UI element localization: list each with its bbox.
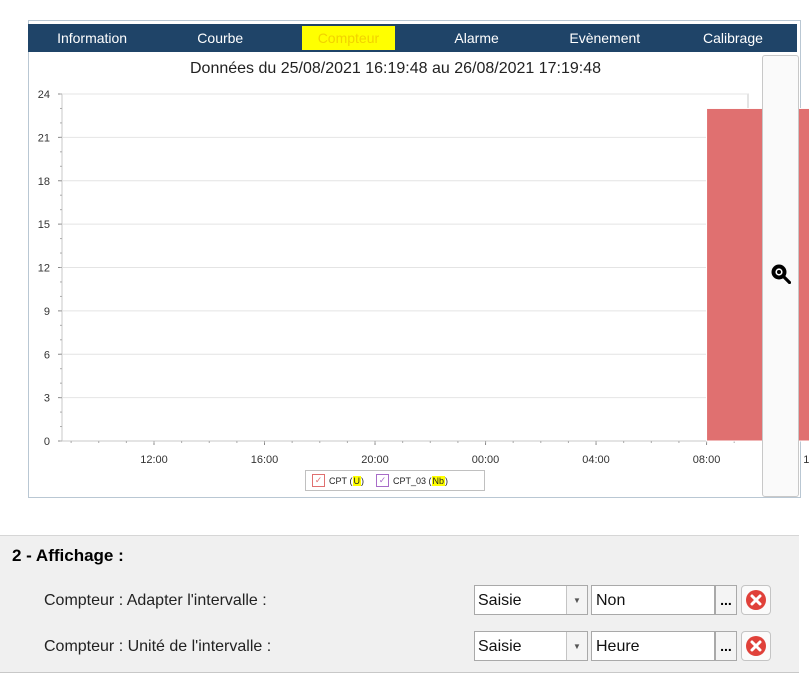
tab-bar: Information Courbe Compteur Alarme Evène… <box>28 24 797 52</box>
y-tick-label: 6 <box>44 349 50 361</box>
x-tick-label: 20:00 <box>361 454 389 466</box>
legend-unit-cpt03: Nb <box>431 475 446 486</box>
chevron-down-icon[interactable]: ▼ <box>566 632 587 660</box>
tab-alarme[interactable]: Alarme <box>454 30 499 46</box>
y-tick-label: 24 <box>38 89 50 101</box>
chart-legend: ✓ CPT (U) ✓ CPT_03 (Nb) <box>305 470 485 491</box>
chevron-down-icon[interactable]: ▼ <box>566 586 587 614</box>
y-tick-label: 3 <box>44 393 50 405</box>
search-icon[interactable] <box>771 264 791 284</box>
mode-select-adapter-intervalle[interactable]: Saisie ▼ <box>474 585 588 615</box>
legend-unit-cpt: U <box>352 475 361 486</box>
x-tick-label: 12:00 <box>140 454 168 466</box>
x-tick-label: 12:00 <box>803 454 809 466</box>
legend-label-cpt03: CPT_03 <box>393 475 427 486</box>
value-field-adapter-intervalle[interactable]: Non <box>591 585 715 615</box>
tab-courbe[interactable]: Courbe <box>197 30 244 46</box>
legend-item-cpt03[interactable]: ✓ CPT_03 (Nb) <box>376 474 448 487</box>
tab-calibrage[interactable]: Calibrage <box>702 30 763 46</box>
legend-checkbox-cpt[interactable]: ✓ <box>312 474 325 487</box>
delete-icon <box>746 590 766 610</box>
tab-compteur[interactable]: Compteur <box>284 24 412 52</box>
y-tick-label: 12 <box>38 263 50 275</box>
value-field-unite-intervalle[interactable]: Heure <box>591 631 715 661</box>
delete-icon <box>746 636 766 656</box>
legend-label-cpt: CPT <box>329 475 347 486</box>
chart-title: Données du 25/08/2021 16:19:48 au 26/08/… <box>189 60 602 77</box>
delete-button-adapter-intervalle[interactable] <box>741 585 771 615</box>
legend-checkbox-cpt03[interactable]: ✓ <box>376 474 389 487</box>
section-title: 2 - Affichage : <box>12 546 124 565</box>
y-tick-label: 0 <box>44 436 50 448</box>
x-tick-label: 04:00 <box>582 454 610 466</box>
legend-item-cpt[interactable]: ✓ CPT (U) <box>312 474 364 487</box>
y-tick-label: 21 <box>38 132 50 144</box>
x-tick-label: 00:00 <box>472 454 500 466</box>
y-tick-label: 18 <box>38 176 50 188</box>
tab-information[interactable]: Information <box>57 30 128 46</box>
setting-label-unite-intervalle: Compteur : Unité de l'intervalle : <box>44 638 272 655</box>
y-tick-label: 15 <box>38 219 50 231</box>
setting-label-adapter-intervalle: Compteur : Adapter l'intervalle : <box>44 592 267 609</box>
zoom-side-panel[interactable] <box>762 55 799 497</box>
x-tick-label: 08:00 <box>693 454 721 466</box>
browse-button-adapter-intervalle[interactable]: ... <box>715 585 737 615</box>
display-settings-section: 2 - Affichage : Compteur : Adapter l'int… <box>0 535 799 673</box>
mode-select-unite-intervalle[interactable]: Saisie ▼ <box>474 631 588 661</box>
x-tick-label: 16:00 <box>251 454 279 466</box>
delete-button-unite-intervalle[interactable] <box>741 631 771 661</box>
tab-evenement[interactable]: Evènement <box>569 30 641 46</box>
browse-button-unite-intervalle[interactable]: ... <box>715 631 737 661</box>
y-tick-label: 9 <box>44 306 50 318</box>
